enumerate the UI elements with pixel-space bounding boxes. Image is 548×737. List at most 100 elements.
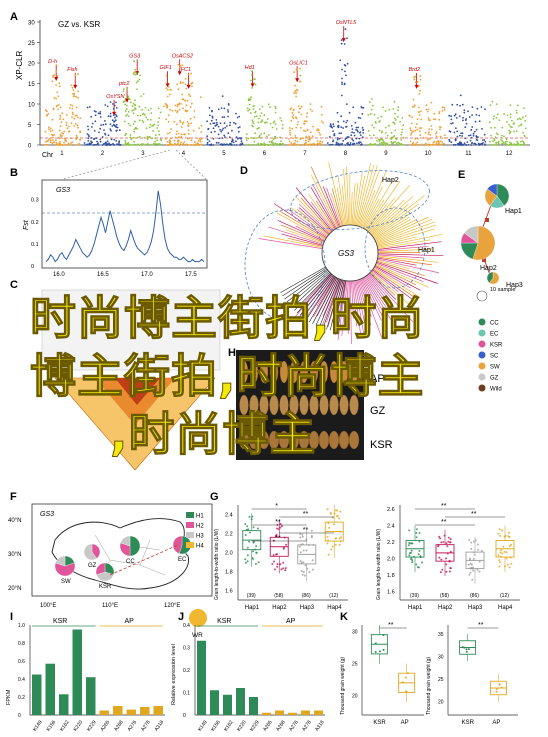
manhattan-point [353, 131, 355, 134]
sig-label: ** [471, 511, 477, 518]
tree-branch [313, 277, 337, 318]
manhattan-point [69, 137, 72, 140]
manhattan-point [481, 142, 484, 145]
manhattan-point [258, 108, 261, 111]
manhattan-point [456, 130, 458, 133]
manhattan-peak-point [184, 83, 187, 85]
manhattan-point [221, 144, 224, 146]
grain [299, 394, 309, 416]
manhattan-peak-point [139, 74, 142, 77]
manhattan-point [410, 122, 413, 125]
tree-title: GS3 [338, 249, 355, 258]
manhattan-peak-point [127, 96, 130, 99]
manhattan-point [438, 111, 441, 113]
manhattan-peak-point [418, 114, 421, 116]
manhattan-chr-label: 4 [182, 151, 186, 157]
manhattan-point [519, 118, 522, 121]
boxplot-point [449, 550, 452, 553]
map-xtick-label: 100°E [40, 603, 56, 609]
manhattan-point [501, 126, 504, 129]
manhattan-point [337, 137, 339, 140]
ld-triangle-core [115, 378, 160, 405]
manhattan-chr-label: 9 [384, 151, 388, 157]
bar [249, 697, 258, 715]
hap2-pie-slice [464, 225, 479, 244]
manhattan-point [223, 116, 226, 118]
manhattan-point [461, 135, 464, 137]
manhattan-point [49, 127, 52, 130]
manhattan-point [472, 132, 475, 135]
manhattan-point [71, 116, 73, 119]
manhattan-point [320, 105, 323, 108]
boxplot-point [255, 545, 258, 548]
manhattan-point [215, 124, 218, 127]
manhattan-point [126, 143, 129, 146]
manhattan-point [295, 117, 298, 120]
manhattan-point [280, 119, 283, 122]
manhattan-point [438, 118, 441, 121]
manhattan-point [433, 112, 436, 115]
tree-branch [347, 280, 350, 335]
manhattan-point [321, 143, 324, 146]
manhattan-point [326, 142, 329, 144]
manhattan-peak-point [165, 87, 168, 90]
boxplot-point [407, 544, 410, 547]
manhattan-point [192, 129, 195, 132]
gene-label: OsYSN [106, 94, 124, 100]
manhattan-point [211, 110, 213, 113]
manhattan-point [393, 135, 396, 137]
tree-label-hap1: Hap1 [418, 247, 435, 254]
grain [339, 360, 349, 384]
manhattan-peak-point [77, 73, 79, 76]
pie-label-hap2: Hap2 [480, 265, 497, 272]
bar-xtick-label: A265 [100, 719, 112, 732]
tree-branch [377, 245, 429, 251]
manhattan-peak-point [299, 74, 301, 77]
manhattan-point [420, 110, 422, 112]
manhattan-point [422, 136, 425, 139]
overlay-text-line-3: ,时尚博主 [109, 407, 317, 462]
manhattan-point [100, 124, 102, 126]
manhattan-chr-label: 6 [263, 151, 267, 157]
manhattan-point [369, 113, 372, 115]
manhattan-point [141, 119, 144, 122]
bar [86, 677, 96, 715]
grain [289, 360, 299, 384]
grain [318, 430, 330, 450]
manhattan-point [167, 144, 170, 146]
tree-branch [362, 277, 388, 325]
legend-swatch [478, 318, 486, 326]
manhattan-point [212, 122, 215, 125]
bar [140, 706, 150, 715]
manhattan-point [509, 130, 512, 133]
manhattan-point [46, 144, 49, 146]
manhattan-point [427, 108, 430, 111]
manhattan-point [453, 114, 456, 117]
manhattan-peak-point [340, 39, 343, 41]
manhattan-point [356, 130, 359, 133]
manhattan-point [489, 104, 492, 107]
boxplot-ytick-label: 2.0 [225, 551, 233, 557]
tree-branch [368, 184, 411, 233]
manhattan-point [456, 135, 459, 138]
boxplot-ylabel: Grain length-to-width ratio (L/W) [214, 529, 220, 600]
manhattan-point [424, 131, 427, 134]
tree-branch [355, 163, 372, 226]
legend-label: GZ [490, 376, 499, 382]
grain [269, 394, 279, 416]
manhattan-point [350, 125, 353, 127]
boxplot-xtick-label: Hap3 [468, 605, 483, 611]
panel-label-b: B [10, 167, 18, 179]
boxplot-point [300, 561, 303, 564]
manhattan-point [261, 105, 264, 108]
manhattan-point [305, 115, 308, 118]
manhattan-chr-label: 3 [141, 151, 145, 157]
manhattan-peak-point [115, 126, 117, 128]
manhattan-point [178, 136, 181, 139]
tree-branch [363, 178, 395, 230]
manhattan-point [247, 137, 250, 140]
manhattan-point [380, 141, 383, 144]
manhattan-point [503, 113, 505, 115]
map-pie-slice [96, 571, 114, 582]
